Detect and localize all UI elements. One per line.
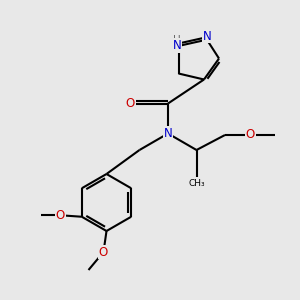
Text: O: O [246, 128, 255, 142]
Text: O: O [99, 245, 108, 259]
Text: H: H [173, 35, 181, 45]
Text: N: N [172, 39, 182, 52]
Text: N: N [202, 29, 211, 43]
Text: O: O [56, 209, 65, 222]
Text: N: N [164, 127, 172, 140]
Text: CH₃: CH₃ [188, 178, 205, 188]
Text: O: O [126, 97, 135, 110]
